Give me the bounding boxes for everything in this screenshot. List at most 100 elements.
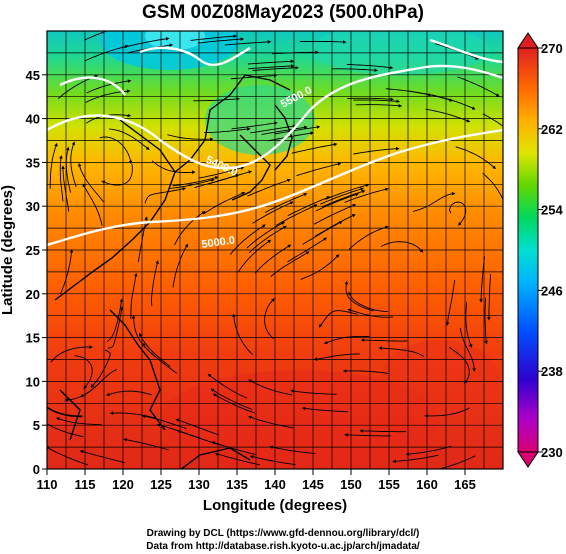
streamline bbox=[224, 40, 272, 46]
streamline bbox=[197, 37, 245, 44]
colorbar-tick-label: 254 bbox=[541, 203, 563, 218]
x-tick-label: 140 bbox=[264, 477, 286, 492]
streamline bbox=[229, 224, 266, 255]
streamline bbox=[59, 155, 64, 202]
streamline bbox=[121, 31, 125, 32]
streamline bbox=[348, 225, 389, 250]
streamline bbox=[47, 423, 84, 438]
streamline bbox=[344, 433, 391, 437]
streamline bbox=[331, 68, 379, 73]
streamline bbox=[299, 40, 347, 44]
streamline bbox=[61, 165, 70, 212]
streamline bbox=[482, 113, 503, 127]
streamline bbox=[455, 146, 497, 170]
streamline bbox=[99, 136, 133, 165]
y-tick-label: 15 bbox=[26, 331, 40, 346]
streamline bbox=[348, 291, 388, 312]
contour-line-upper bbox=[59, 76, 126, 96]
streamline bbox=[203, 191, 246, 215]
streamline bbox=[214, 452, 260, 466]
streamline bbox=[207, 373, 248, 399]
streamline bbox=[232, 313, 254, 355]
streamline bbox=[144, 187, 187, 204]
streamline bbox=[270, 251, 310, 277]
credit-drawing: Drawing by DCL (https://www.gfd-dennou.o… bbox=[146, 528, 420, 539]
streamline bbox=[169, 178, 215, 189]
streamline bbox=[248, 415, 294, 429]
streamline bbox=[130, 272, 138, 320]
streamline bbox=[247, 59, 295, 65]
x-axis-ticks: 110 115 120 125 130 135 140 145 150 155 160 165 bbox=[37, 469, 476, 492]
streamline bbox=[254, 244, 292, 274]
geopotential-contours bbox=[47, 38, 503, 247]
streamline bbox=[250, 124, 297, 134]
streamline bbox=[64, 378, 105, 402]
lat-lon-grid bbox=[47, 31, 503, 469]
streamline bbox=[141, 414, 187, 430]
streamline bbox=[425, 108, 471, 123]
streamline bbox=[137, 216, 148, 263]
streamline bbox=[109, 411, 156, 419]
streamline bbox=[47, 407, 83, 418]
streamline bbox=[210, 388, 253, 410]
x-tick-label: 165 bbox=[454, 477, 476, 492]
wind-streamlines bbox=[47, 31, 503, 469]
streamline bbox=[484, 297, 489, 345]
colorbar: 270 262 254 246 238 230 bbox=[517, 32, 563, 468]
x-tick-label: 145 bbox=[302, 477, 324, 492]
streamline bbox=[479, 256, 485, 303]
streamline bbox=[320, 187, 365, 205]
streamline bbox=[174, 211, 206, 246]
x-tick-label: 110 bbox=[37, 477, 58, 492]
streamline bbox=[247, 178, 291, 197]
streamline bbox=[108, 128, 150, 151]
streamline bbox=[70, 141, 77, 187]
streamline bbox=[90, 349, 111, 388]
colorbar-tick-label: 230 bbox=[541, 445, 563, 460]
streamline bbox=[344, 280, 375, 312]
streamline bbox=[301, 406, 349, 413]
streamline bbox=[190, 34, 237, 41]
y-axis-label: Latitude (degrees) bbox=[0, 185, 16, 315]
y-tick-label: 5 bbox=[33, 418, 40, 433]
streamline bbox=[268, 131, 314, 142]
streamline bbox=[151, 260, 159, 307]
streamline bbox=[108, 306, 124, 349]
streamline bbox=[321, 189, 366, 208]
colorbar-tick-label: 238 bbox=[541, 364, 563, 379]
x-tick-label: 160 bbox=[416, 477, 438, 492]
streamline bbox=[264, 192, 308, 213]
streamline bbox=[325, 183, 370, 200]
streamline bbox=[360, 338, 408, 342]
streamline bbox=[172, 243, 189, 288]
streamline bbox=[56, 417, 102, 426]
y-axis-ticks: 0 5 10 15 20 25 30 35 40 45 bbox=[26, 68, 47, 477]
streamline bbox=[445, 279, 456, 326]
y-tick-label: 20 bbox=[26, 287, 40, 302]
streamline bbox=[344, 187, 389, 203]
streamline bbox=[457, 76, 500, 97]
streamline bbox=[175, 418, 220, 436]
streamline bbox=[167, 134, 214, 141]
streamline bbox=[193, 97, 240, 102]
y-tick-label: 30 bbox=[26, 199, 40, 214]
x-tick-label: 115 bbox=[75, 477, 96, 492]
map-title: GSM 00Z08May2023 (500.0hPa) bbox=[142, 2, 424, 23]
streamline bbox=[84, 44, 129, 62]
contour-line-right bbox=[429, 38, 503, 64]
streamline bbox=[323, 335, 370, 345]
streamline bbox=[407, 90, 453, 102]
x-tick-label: 150 bbox=[340, 477, 362, 492]
streamline bbox=[246, 221, 286, 249]
colorbar-tick-label: 262 bbox=[541, 122, 563, 137]
streamline bbox=[287, 237, 328, 263]
streamline bbox=[318, 310, 358, 328]
contour-line-5400 bbox=[139, 46, 251, 67]
credit-data: Data from http://database.rish.kyoto-u.a… bbox=[146, 541, 420, 552]
streamline bbox=[487, 274, 492, 321]
streamline bbox=[449, 201, 467, 226]
x-tick-label: 125 bbox=[150, 477, 172, 492]
streamline bbox=[249, 455, 296, 466]
streamline bbox=[274, 125, 321, 135]
